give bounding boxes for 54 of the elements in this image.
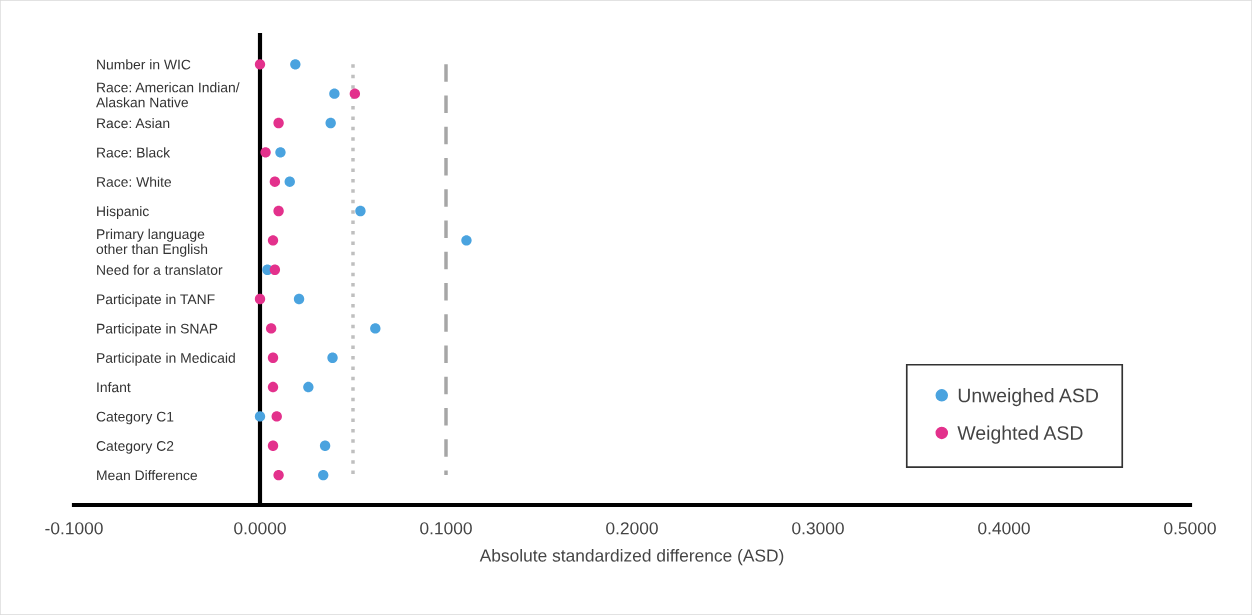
- y-tick-label: Participate in Medicaid: [97, 352, 235, 366]
- x-tick-label: -0.1000: [45, 522, 103, 535]
- y-tick-label: Hispanic: [97, 206, 149, 219]
- point: [267, 235, 279, 246]
- point: [271, 411, 282, 422]
- point: [260, 147, 271, 158]
- y-tick-label: Category C2: [96, 441, 174, 454]
- legend-label: Weighted ASD: [957, 425, 1083, 444]
- legend-label: Unweighed ASD: [958, 388, 1098, 407]
- point: [273, 117, 284, 129]
- point: [319, 440, 331, 451]
- point: [349, 88, 361, 99]
- point: [265, 323, 277, 334]
- y-tick-label: Race: White: [97, 176, 172, 187]
- y-tick-label: Need for a translator: [97, 264, 223, 275]
- y-tick-label: Participate in SNAP: [97, 323, 218, 337]
- point: [269, 176, 281, 187]
- point: [461, 235, 472, 246]
- x-tick-label: 0.3000: [792, 522, 844, 535]
- y-tick-label: Mean Difference: [97, 470, 198, 481]
- point: [325, 117, 336, 129]
- point: [290, 59, 301, 70]
- point: [254, 293, 266, 305]
- y-tick-label: Participate in TANF: [97, 294, 215, 307]
- point: [254, 411, 266, 422]
- point: [273, 469, 284, 481]
- point: [273, 205, 284, 217]
- point: [355, 205, 366, 217]
- x-tick-label: 0.4000: [978, 522, 1030, 535]
- x-tick-label: 0.5000: [1164, 522, 1216, 535]
- point: [275, 147, 286, 158]
- point: [267, 440, 279, 451]
- point: [293, 293, 305, 305]
- point: [327, 352, 338, 363]
- y-tick-label: Race: Asian: [97, 117, 170, 129]
- x-axis-title: Absolute standardized difference (ASD): [479, 548, 784, 566]
- point: [370, 323, 381, 334]
- point: [254, 59, 266, 70]
- y-tick-label: Infant: [97, 382, 131, 393]
- point: [267, 381, 279, 393]
- y-tick-label: Number in WIC: [97, 59, 191, 70]
- y-tick-label: Race: Black: [97, 147, 171, 158]
- x-tick-label: 0.0000: [234, 522, 286, 535]
- point: [269, 264, 281, 275]
- point: [284, 176, 295, 187]
- point: [267, 352, 279, 363]
- x-tick-label: 0.1000: [420, 522, 472, 535]
- point: [303, 381, 314, 393]
- y-tick-label: Category C1: [96, 411, 174, 425]
- y-tick-label: Primary language other than English: [96, 228, 208, 257]
- point: [329, 88, 340, 99]
- y-tick-label: Race: American Indian/ Alaskan Native: [96, 82, 240, 108]
- x-tick-label: 0.2000: [606, 522, 658, 535]
- point: [318, 469, 329, 481]
